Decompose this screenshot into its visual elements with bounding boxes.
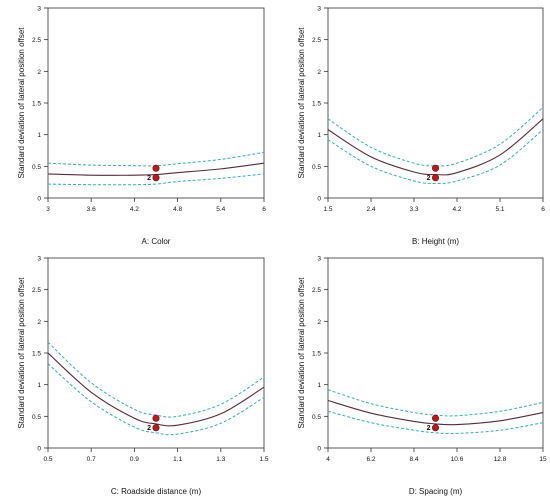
x-tick-label: 6 (262, 206, 266, 213)
x-tick-label: 8.4 (409, 456, 418, 463)
y-tick-label: 3 (37, 6, 41, 13)
y-axis-label: Standard deviation of lateral position o… (17, 277, 26, 429)
design-point-count: 2 (147, 425, 151, 432)
y-tick-label: 1 (37, 382, 41, 389)
x-tick-label: 1.3 (216, 456, 225, 463)
design-point (431, 424, 439, 432)
x-tick-label: 0.5 (43, 456, 52, 463)
x-tick-label: 5.1 (495, 206, 504, 213)
x-tick-label: 6 (541, 206, 545, 213)
design-point (431, 414, 439, 422)
panel-roadside-distance: 00.511.522.530.5 0.7 0.9 1.1 1.3 1.5C: Roadsi… (17, 256, 269, 497)
y-tick-label: 0 (317, 196, 321, 203)
design-point (431, 164, 439, 172)
design-point-count: 2 (427, 425, 431, 432)
x-axis-label: D: Spacing (m) (409, 487, 463, 496)
x-tick-label: 6.2 (366, 456, 375, 463)
x-tick-label: 3 (46, 206, 50, 213)
y-tick-label: 0.5 (32, 164, 41, 171)
y-axis-label: Standard deviation of lateral position o… (297, 277, 306, 429)
x-tick-label: 15 (539, 456, 547, 463)
x-tick-label: 3.3 (409, 206, 418, 213)
x-tick-label: 1.5 (323, 206, 332, 213)
prediction-line (327, 399, 544, 426)
x-tick-label: 1.1 (173, 456, 182, 463)
design-point-count: 2 (427, 175, 431, 182)
x-tick-label: 4.2 (130, 206, 139, 213)
y-tick-label: 0.5 (312, 414, 321, 421)
y-tick-label: 1.5 (312, 351, 321, 358)
y-tick-label: 1.5 (312, 101, 321, 108)
design-point-count: 2 (147, 175, 151, 182)
confidence-band-line (327, 107, 544, 167)
panel-spacing: 0 0.5 1 1.5 2 2.5 3 4 6.2 8.4 10.6 12.8 15 D: Spacing… (297, 256, 547, 497)
x-tick-label: 4.2 (452, 206, 461, 213)
y-tick-label: 2.5 (32, 37, 41, 44)
confidence-band-line (327, 129, 544, 184)
y-tick-label: 1.5 (32, 351, 41, 358)
x-axis-label: A: Color (142, 237, 171, 246)
x-tick-label: 4.8 (173, 206, 182, 213)
y-tick-label: 2.5 (312, 287, 321, 294)
panel-height: 0 0.5 1 1.5 2 2.5 3 1.5 2.4 3.3 4.2 5.1 6 B: Height (… (297, 6, 545, 247)
y-tick-label: 3 (317, 6, 321, 13)
x-tick-label: 10.6 (451, 456, 464, 463)
design-point (152, 414, 160, 422)
y-tick-label: 2 (37, 69, 41, 76)
x-axis-label: B: Height (m) (412, 237, 459, 246)
design-point (152, 174, 160, 182)
y-tick-label: 2 (317, 69, 321, 76)
x-tick-label: 3.6 (87, 206, 96, 213)
design-point (152, 164, 160, 172)
y-tick-label: 0.5 (32, 414, 41, 421)
x-tick-label: 0.9 (130, 456, 139, 463)
y-tick-label: 1 (317, 132, 321, 139)
design-point (431, 174, 439, 182)
confidence-band-line (47, 363, 265, 436)
x-axis-label: C: Roadside distance (m) (111, 487, 202, 496)
x-tick-label: 12.8 (494, 456, 507, 463)
y-tick-label: 2.5 (32, 287, 41, 294)
panel-color: 0 0.5 1 1.5 2 2.5 3 3 3.6 4.2 4.8 5.4 6 A: Color Stand… (17, 6, 266, 247)
y-tick-label: 0 (37, 446, 41, 453)
y-axis-label: Standard deviation of lateral position o… (17, 27, 26, 179)
x-tick-label: 2.4 (366, 206, 375, 213)
y-tick-label: 0.5 (312, 164, 321, 171)
y-tick-label: 1.5 (32, 101, 41, 108)
y-tick-label: 2 (37, 319, 41, 326)
y-tick-label: 3 (317, 256, 321, 263)
x-tick-label: 0.7 (87, 456, 96, 463)
y-tick-label: 0 (37, 196, 41, 203)
y-tick-label: 0 (317, 446, 321, 453)
y-tick-label: 2.5 (312, 37, 321, 44)
x-tick-label: 1.5 (259, 456, 268, 463)
y-tick-label: 2 (317, 319, 321, 326)
x-tick-label: 4 (326, 456, 330, 463)
y-axis-label: Standard deviation of lateral position o… (297, 27, 306, 179)
y-tick-label: 1 (37, 132, 41, 139)
design-point (152, 424, 160, 432)
y-tick-label: 1 (317, 382, 321, 389)
x-tick-label: 5.4 (216, 206, 225, 213)
y-tick-label: 3 (37, 256, 41, 263)
prediction-line (47, 352, 265, 427)
